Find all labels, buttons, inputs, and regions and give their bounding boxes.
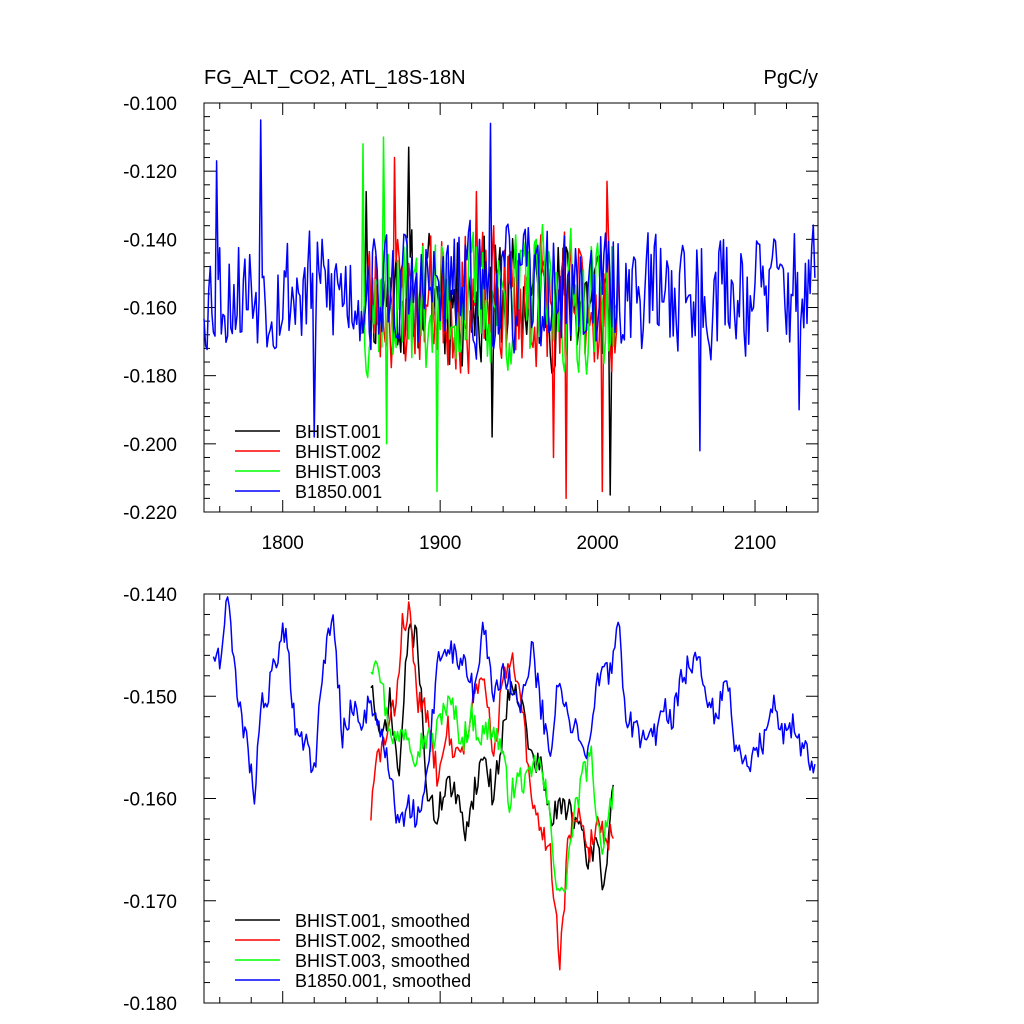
- legend-label: BHIST.001: [295, 422, 381, 442]
- top-chart-ticks: 1800 1900 2000 2100 -0.220 -0.200 -0.180 -0.160…: [123, 94, 819, 554]
- y-tick-label: -0.220: [123, 503, 177, 524]
- y-tick-label: -0.170: [123, 892, 177, 913]
- legend-label: BHIST.003: [295, 462, 381, 482]
- x-tick-label: 1900: [419, 533, 461, 554]
- legend-label: BHIST.001, smoothed: [295, 911, 470, 931]
- legend-label: BHIST.002, smoothed: [295, 931, 470, 951]
- top-chart-series: [203, 119, 816, 500]
- legend-label: BHIST.003, smoothed: [295, 951, 470, 971]
- x-tick-label: 1800: [262, 533, 304, 554]
- top-chart-units: PgC/y: [764, 67, 818, 89]
- series-line-1: [370, 601, 614, 971]
- legend-label: B1850.001, smoothed: [295, 971, 471, 991]
- series-line-2: [360, 136, 619, 493]
- series-line-3: [212, 596, 816, 828]
- y-tick-label: -0.180: [123, 367, 177, 388]
- bottom-chart: -0.180 -0.170 -0.160 -0.150 -0.140 BHIST.001…: [123, 585, 819, 1015]
- series-line-2: [370, 660, 615, 893]
- y-tick-label: -0.160: [123, 790, 177, 811]
- y-tick-label: -0.160: [123, 299, 177, 320]
- bottom-chart-series: [212, 596, 816, 971]
- legend-label: BHIST.002: [295, 442, 381, 462]
- top-chart-title: FG_ALT_CO2, ATL_18S-18N: [204, 67, 466, 89]
- y-tick-label: -0.140: [123, 230, 177, 251]
- y-tick-label: -0.150: [123, 687, 177, 708]
- bottom-chart-ticks: -0.180 -0.170 -0.160 -0.150 -0.140: [123, 585, 819, 1015]
- y-tick-label: -0.180: [123, 994, 177, 1015]
- series-line-3: [203, 119, 816, 452]
- top-chart: FG_ALT_CO2, ATL_18S-18N PgC/y 1800 1900 20…: [123, 67, 819, 554]
- y-tick-label: -0.100: [123, 94, 177, 115]
- y-tick-label: -0.140: [123, 585, 177, 606]
- y-tick-label: -0.200: [123, 435, 177, 456]
- x-tick-label: 2100: [734, 533, 776, 554]
- legend-label: B1850.001: [295, 482, 382, 502]
- y-tick-label: -0.120: [123, 162, 177, 183]
- x-tick-label: 2000: [576, 533, 618, 554]
